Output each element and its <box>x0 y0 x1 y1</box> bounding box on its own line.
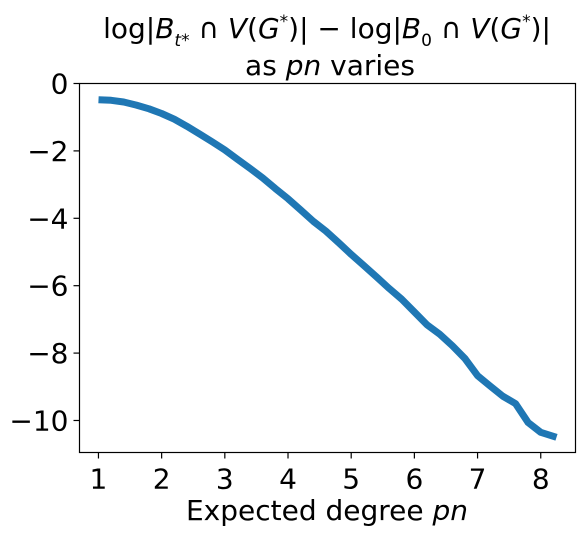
x-axis-label: Expected degree pn <box>186 494 468 527</box>
y-tick-label: −2 <box>27 135 68 168</box>
y-tick-label: 0 <box>51 68 69 101</box>
x-axis: 1 2 3 4 5 6 7 8 <box>90 452 550 496</box>
x-tick-label: 8 <box>532 463 550 496</box>
x-tick-label: 4 <box>279 463 297 496</box>
chart-title-line1: log|Bt* ∩ V(G*)| − log|B0 ∩ V(G*)| <box>103 12 551 51</box>
y-tick-label: −8 <box>27 337 68 370</box>
y-tick-label: −6 <box>27 270 68 303</box>
plot-area-frame <box>78 82 577 454</box>
x-tick-label: 1 <box>90 463 108 496</box>
chart-title-line2: as pn varies <box>245 49 415 82</box>
plot-line-group <box>98 96 558 441</box>
x-tick-label: 5 <box>342 463 360 496</box>
y-tick-label: −10 <box>9 404 68 437</box>
y-axis: 0 −2 −4 −6 −8 −10 <box>9 68 80 437</box>
x-tick-label: 6 <box>405 463 423 496</box>
series-line-0 <box>98 96 558 441</box>
x-tick-label: 3 <box>216 463 234 496</box>
y-tick-label: −4 <box>27 202 68 235</box>
x-tick-label: 7 <box>469 463 487 496</box>
x-tick-label: 2 <box>153 463 171 496</box>
